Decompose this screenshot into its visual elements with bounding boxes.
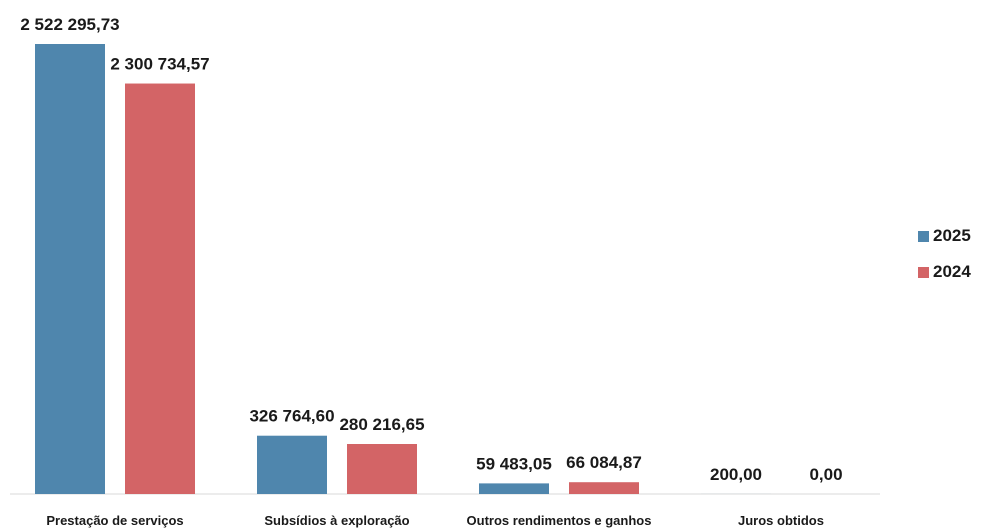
bar-2-1 xyxy=(125,83,195,495)
category-labels-group: Prestação de serviços Subsídios à explora… xyxy=(46,513,824,528)
legend-item-series-2: 2024 xyxy=(918,254,971,290)
bar-2-3 xyxy=(569,482,639,494)
legend-label-series-1: 2025 xyxy=(933,226,971,245)
value-label-2-3: 66 084,87 xyxy=(566,453,642,472)
value-labels-group: 2 522 295,73 2 300 734,57 326 764,60 280 21… xyxy=(20,15,842,484)
value-label-2-1: 2 300 734,57 xyxy=(110,55,209,74)
value-label-2-4: 0,00 xyxy=(809,465,842,484)
legend-label-series-2: 2024 xyxy=(933,262,971,281)
legend-item-series-1: 2025 xyxy=(918,218,971,254)
legend-swatch-series-2 xyxy=(918,266,929,278)
value-label-1-3: 59 483,05 xyxy=(476,454,552,473)
value-label-1-1: 2 522 295,73 xyxy=(20,15,119,34)
bar-1-1 xyxy=(35,44,105,494)
value-label-1-2: 326 764,60 xyxy=(249,407,334,426)
bars-group xyxy=(35,44,771,495)
value-label-2-2: 280 216,65 xyxy=(339,415,424,434)
bar-2-2 xyxy=(347,444,417,494)
legend: 2025 2024 xyxy=(918,218,971,290)
bar-1-2 xyxy=(257,435,327,494)
bar-1-3 xyxy=(479,483,549,494)
legend-swatch-series-1 xyxy=(918,230,929,242)
category-label-3: Outros rendimentos e ganhos xyxy=(467,513,652,528)
value-label-1-4: 200,00 xyxy=(710,465,762,484)
category-label-4: Juros obtidos xyxy=(738,513,824,528)
category-label-1: Prestação de serviços xyxy=(46,513,183,528)
category-label-2: Subsídios à exploração xyxy=(264,513,409,528)
